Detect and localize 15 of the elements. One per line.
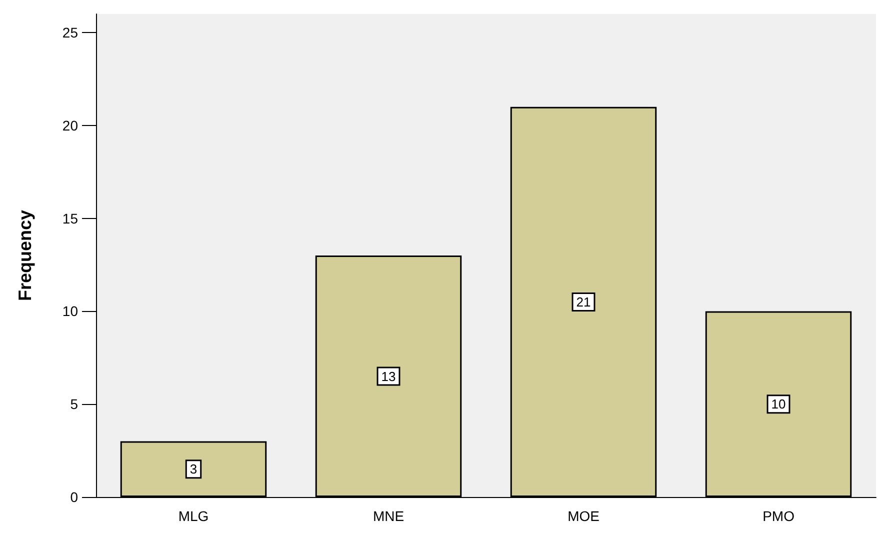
y-axis-title: Frequency xyxy=(15,210,35,302)
y-tick-label: 5 xyxy=(70,396,78,412)
y-tick-label: 25 xyxy=(62,24,78,41)
y-tick-label: 15 xyxy=(62,210,78,226)
x-tick-label: MNE xyxy=(372,508,404,524)
data-label: 13 xyxy=(381,368,396,384)
data-label: 21 xyxy=(576,294,591,310)
y-tick-label: 10 xyxy=(62,303,78,320)
x-tick-label: MOE xyxy=(568,508,600,524)
x-tick-label: MLG xyxy=(178,508,209,524)
y-tick-label: 0 xyxy=(70,489,78,505)
y-tick-label: 20 xyxy=(62,117,78,134)
data-label: 10 xyxy=(771,396,786,412)
data-label: 3 xyxy=(190,462,198,477)
x-tick-label: PMO xyxy=(762,508,795,524)
